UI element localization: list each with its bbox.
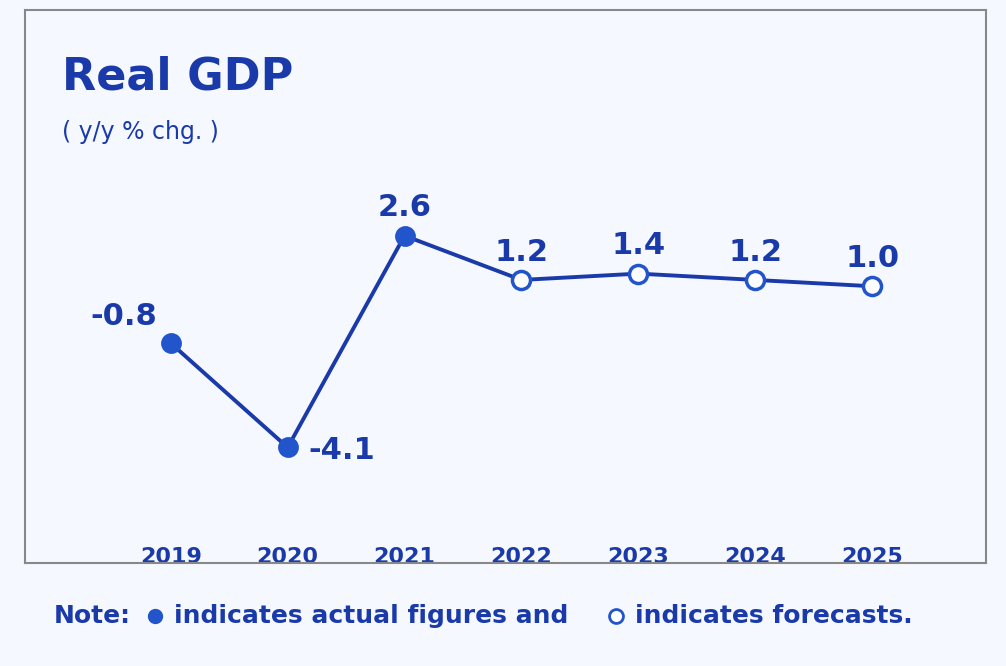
Text: Real GDP: Real GDP xyxy=(62,56,294,99)
Text: 1.0: 1.0 xyxy=(845,244,899,273)
Text: 1.2: 1.2 xyxy=(728,238,783,266)
Text: 1.4: 1.4 xyxy=(612,231,665,260)
Text: indicates actual figures and: indicates actual figures and xyxy=(174,604,568,628)
Text: 2.6: 2.6 xyxy=(377,193,432,222)
Text: ( y/y % chg. ): ( y/y % chg. ) xyxy=(62,120,219,144)
Text: indicates forecasts.: indicates forecasts. xyxy=(635,604,912,628)
Text: -0.8: -0.8 xyxy=(90,302,157,331)
Text: Note:: Note: xyxy=(54,604,131,628)
Text: -4.1: -4.1 xyxy=(309,436,375,465)
Text: 1.2: 1.2 xyxy=(495,238,548,266)
